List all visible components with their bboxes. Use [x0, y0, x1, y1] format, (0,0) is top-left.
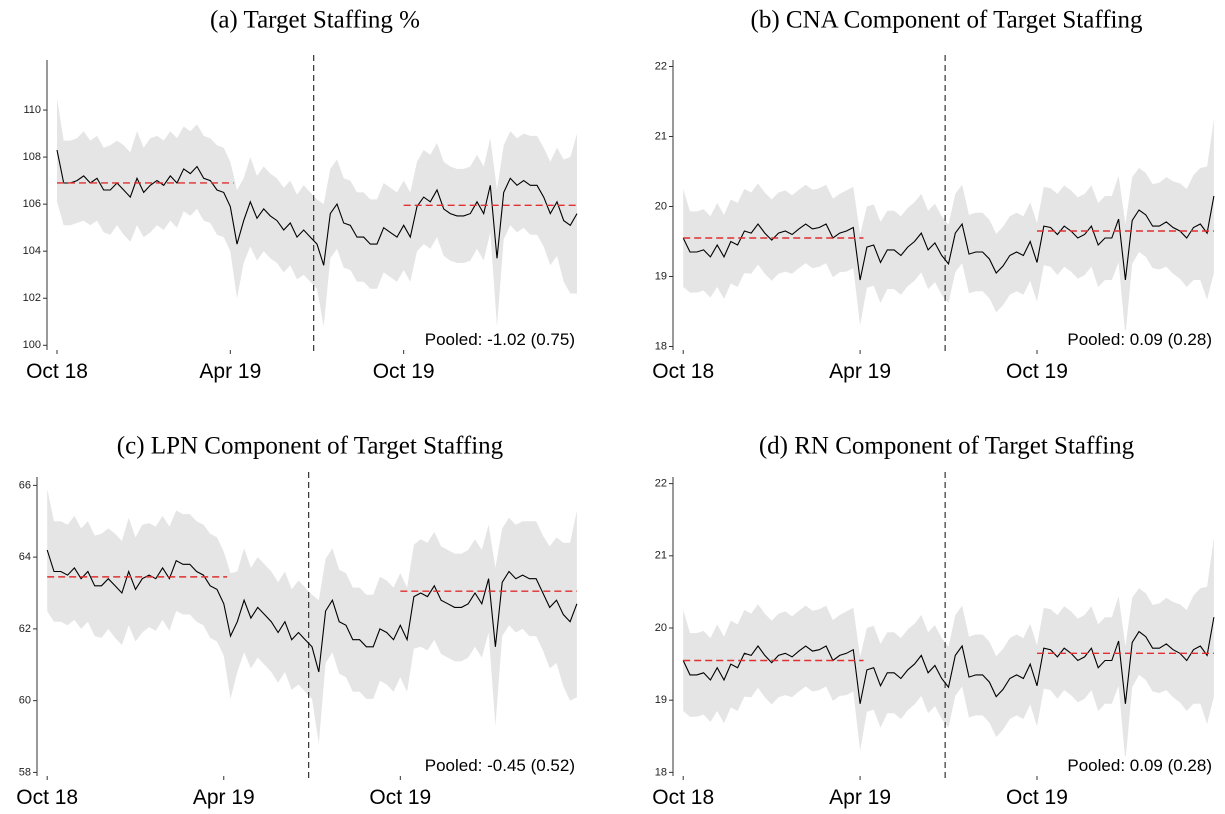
x-tick-label: Oct 18 — [652, 786, 714, 809]
x-tick-label: Oct 18 — [26, 360, 88, 383]
annotation-background — [1065, 330, 1214, 349]
panel: (a) Target Staffing % 100 102 104 106 108 110 O… — [23, 7, 578, 383]
series-line — [682, 617, 1215, 704]
x-tick-label: Oct 19 — [373, 360, 435, 383]
annotation: Pooled: 0.09 (0.28) — [1067, 756, 1212, 775]
y-tick-label: 19 — [655, 270, 667, 282]
series-line — [682, 195, 1215, 281]
panel-title: (c) LPN Component of Target Staffing — [117, 433, 504, 460]
x-tick-label: Oct 19 — [1006, 786, 1068, 809]
panel: (d) RN Component of Target Staffing 18 19 2… — [652, 433, 1215, 809]
annotation: Pooled: 0.09 (0.28) — [1067, 330, 1212, 349]
panel-title: (b) CNA Component of Target Staffing — [751, 7, 1143, 34]
series-line — [46, 549, 578, 673]
x-tick-label: Oct 18 — [16, 786, 78, 809]
y-tick-label: 19 — [655, 694, 667, 706]
y-tick-label: 18 — [655, 766, 667, 778]
y-tick-label: 106 — [23, 198, 41, 210]
y-tick-label: 58 — [19, 766, 31, 778]
x-tick-label: Apr 19 — [193, 786, 255, 809]
annotation: Pooled: -1.02 (0.75) — [425, 330, 575, 349]
annotation-background — [422, 756, 577, 775]
panel: (b) CNA Component of Target Staffing 18 19… — [652, 7, 1215, 383]
y-tick-label: 18 — [655, 340, 667, 352]
annotation-background — [1065, 756, 1214, 775]
y-tick-label: 104 — [23, 245, 41, 257]
x-tick-label: Oct 18 — [652, 360, 714, 383]
y-tick-label: 66 — [19, 479, 31, 491]
x-tick-label: Apr 19 — [199, 360, 261, 383]
y-tick-label: 22 — [655, 478, 667, 490]
y-tick-label: 20 — [655, 622, 667, 634]
y-tick-label: 22 — [655, 60, 667, 72]
annotation: Pooled: -0.45 (0.52) — [425, 756, 575, 775]
confidence-band — [683, 119, 1214, 336]
y-tick-label: 64 — [19, 551, 31, 563]
panel: (c) LPN Component of Target Staffing 58 60… — [16, 433, 578, 809]
x-tick-label: Apr 19 — [829, 786, 891, 809]
y-tick-label: 102 — [23, 292, 41, 304]
confidence-band — [57, 98, 577, 327]
confidence-band — [683, 537, 1214, 762]
annotation-background — [422, 330, 577, 349]
confidence-band — [47, 489, 577, 744]
x-tick-label: Oct 19 — [1006, 360, 1068, 383]
y-tick-label: 21 — [655, 550, 667, 562]
x-tick-label: Oct 19 — [369, 786, 431, 809]
series-line — [56, 149, 578, 266]
y-tick-label: 60 — [19, 695, 31, 707]
y-tick-label: 110 — [23, 104, 41, 116]
x-tick-label: Apr 19 — [829, 360, 891, 383]
y-tick-label: 62 — [19, 623, 31, 635]
y-tick-label: 108 — [23, 151, 41, 163]
y-tick-label: 100 — [23, 339, 41, 351]
panel-title: (a) Target Staffing % — [210, 7, 420, 34]
y-tick-label: 21 — [655, 130, 667, 142]
y-tick-label: 20 — [655, 200, 667, 212]
panel-title: (d) RN Component of Target Staffing — [759, 433, 1135, 460]
